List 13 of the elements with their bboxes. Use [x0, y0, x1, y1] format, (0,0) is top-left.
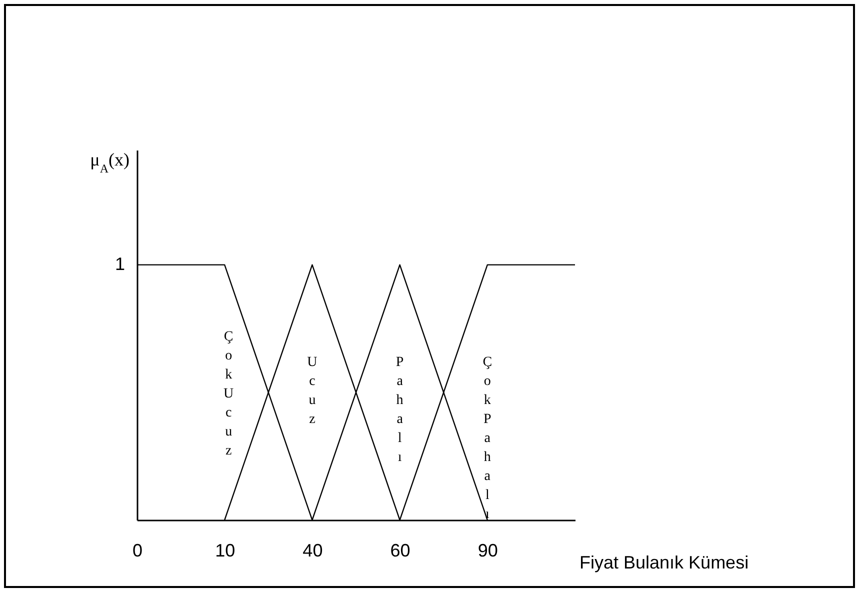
series-label: Çok Ucuz: [224, 329, 234, 458]
y-axis-title: μ$_{A}$(x): [90, 150, 130, 176]
text: Pahalı: [396, 354, 404, 465]
series-label: Pahalı: [484, 412, 492, 522]
series-label: Ucuz: [307, 354, 318, 427]
x-tick-label: 40: [302, 540, 323, 560]
x-tick-label: 0: [132, 540, 143, 560]
x-tick-label: 60: [390, 540, 410, 560]
x-tick-label: 10: [215, 540, 236, 560]
x-axis-title: Fiyat Bulanık Kümesi: [580, 552, 749, 572]
x-tick-label: 90: [478, 540, 498, 560]
text: 1: [114, 254, 125, 274]
text: Çok: [482, 354, 492, 408]
